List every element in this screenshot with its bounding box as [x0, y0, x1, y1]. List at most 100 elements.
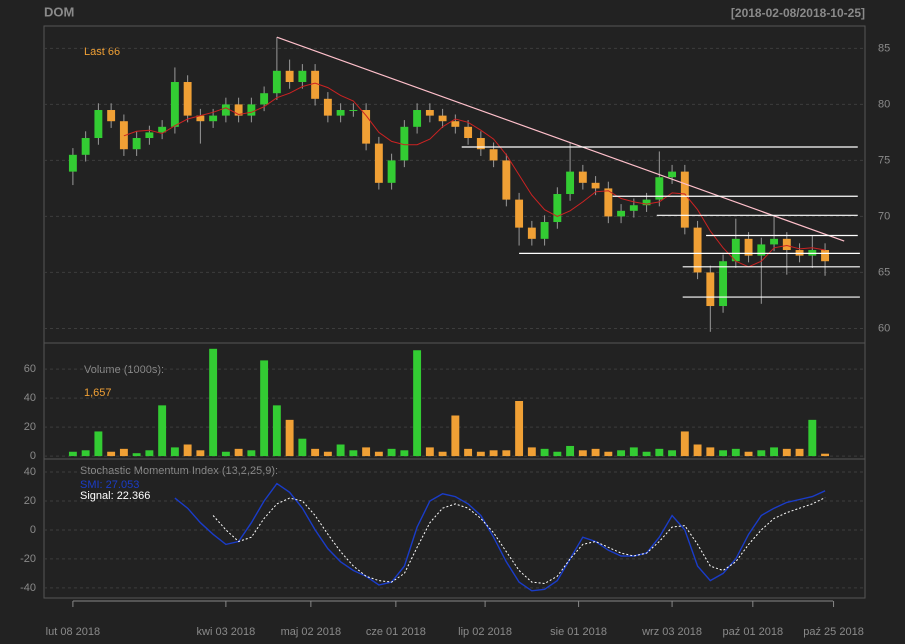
volume-bar: [170, 447, 179, 457]
candle-body: [323, 98, 332, 116]
volume-bar: [451, 415, 460, 457]
candle-body: [553, 194, 562, 223]
y-tick-label: 65: [878, 266, 890, 278]
x-tick-label: maj 02 2018: [281, 626, 342, 638]
candle-body: [719, 261, 728, 307]
candle-body: [311, 70, 320, 99]
candle-body: [489, 149, 498, 161]
smi-line: [174, 482, 826, 592]
price-panel: [43, 25, 866, 344]
candle-body: [132, 138, 141, 150]
volume-bar: [489, 450, 498, 457]
volume-bar: [757, 450, 766, 457]
candle-body: [209, 115, 218, 122]
smi-tick-label: 20: [24, 495, 36, 507]
candle-body: [349, 110, 358, 112]
volume-bar: [502, 450, 511, 457]
y-tick-label: 60: [878, 322, 890, 334]
candle-body: [68, 154, 77, 172]
candle-body: [757, 244, 766, 256]
volume-bar: [821, 453, 830, 457]
chart-title: DOM: [44, 4, 74, 19]
volume-bar: [617, 450, 626, 457]
candle-body: [107, 110, 116, 122]
legend-entry: SMI: 27.053: [80, 479, 139, 491]
volume-bar: [400, 450, 409, 457]
candle-body: [158, 126, 167, 133]
volume-bar: [247, 450, 256, 457]
volume-bar: [795, 448, 804, 457]
candle-body: [400, 126, 409, 161]
volume-bar: [260, 360, 269, 457]
chart-subtitle: [2018-02-08/2018-10-25]: [731, 6, 865, 20]
candle-body: [680, 171, 689, 228]
candle-body: [782, 238, 791, 251]
smi-label: Stochastic Momentum Index (13,2,25,9):: [80, 465, 278, 477]
candle-body: [655, 177, 664, 200]
candle-body: [540, 222, 549, 239]
volume-bar: [311, 448, 320, 457]
volume-bar: [119, 448, 128, 457]
volume-bar: [425, 447, 434, 457]
volume-bar: [298, 438, 307, 457]
volume-bar: [744, 451, 753, 457]
volume-bar: [158, 405, 167, 457]
volume-bar: [808, 419, 817, 457]
y-tick-label: 75: [878, 154, 890, 166]
candle-body: [221, 104, 230, 116]
volume-bar: [680, 431, 689, 457]
candle-body: [464, 126, 473, 139]
volume-bar: [196, 450, 205, 457]
candle-body: [81, 138, 90, 155]
trendline: [276, 36, 845, 242]
volume-bar: [591, 448, 600, 457]
volume-tick-label: 60: [24, 363, 36, 375]
legend-entry: Signal: 22.366: [80, 490, 150, 502]
candle-body: [821, 250, 830, 262]
y-tick-label: 85: [878, 42, 890, 54]
candle-body: [170, 82, 179, 127]
volume-tick-label: 40: [24, 392, 36, 404]
y-tick-label: 70: [878, 210, 890, 222]
volume-bar: [540, 448, 549, 457]
volume-bar: [578, 450, 587, 457]
candle-body: [591, 182, 600, 189]
candle-body: [629, 205, 638, 211]
candle-body: [744, 238, 753, 256]
volume-bar: [81, 450, 90, 457]
candle-body: [731, 238, 740, 262]
volume-bar: [476, 451, 485, 457]
volume-bar: [221, 451, 230, 457]
volume-bar: [68, 451, 77, 457]
volume-bar: [285, 419, 294, 457]
candle-body: [438, 115, 447, 122]
volume-bar: [731, 448, 740, 457]
candle-body: [119, 121, 128, 150]
candle-body: [502, 160, 511, 200]
candle-body: [527, 227, 536, 239]
candle-body: [515, 199, 524, 228]
candle-body: [145, 132, 154, 139]
volume-bar: [693, 444, 702, 457]
candle-body: [362, 110, 371, 144]
candle-body: [604, 188, 613, 217]
volume-bar: [349, 450, 358, 457]
candle-body: [298, 70, 307, 83]
smi-tick-label: 0: [30, 524, 36, 536]
candle-body: [94, 110, 103, 139]
candle-body: [451, 121, 460, 127]
candle-body: [374, 143, 383, 183]
volume-bar: [668, 450, 677, 457]
candle-body: [387, 160, 396, 183]
volume-bar: [604, 451, 613, 457]
smi-tick-label: -40: [20, 582, 36, 594]
volume-bar: [107, 451, 116, 457]
candle-body: [617, 210, 626, 217]
candle-body: [196, 115, 205, 122]
candle-body: [770, 238, 779, 245]
volume-bar: [782, 448, 791, 457]
volume-bar: [770, 447, 779, 457]
x-tick-label: sie 01 2018: [550, 626, 607, 638]
x-tick-label: cze 01 2018: [366, 626, 426, 638]
